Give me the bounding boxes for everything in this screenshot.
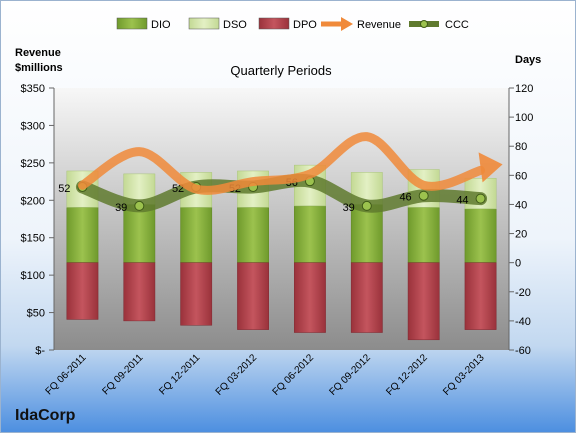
legend-label-revenue: Revenue xyxy=(357,19,401,31)
dio-bar xyxy=(294,205,326,263)
x-tick-label: FQ 09-2012 xyxy=(327,352,373,398)
right-tick-label: -60 xyxy=(515,345,531,357)
dpo-bar xyxy=(350,262,383,333)
left-axis-ticks: $- $50 $100 $150 $200 $250 $300 $350 xyxy=(21,83,55,357)
ccc-data-label: 39 xyxy=(115,202,127,214)
company-name: IdaCorp xyxy=(15,407,76,424)
left-tick-label: $250 xyxy=(21,158,45,170)
x-tick-label: FQ 06-2011 xyxy=(44,352,89,397)
x-tick-label: FQ 06-2012 xyxy=(271,352,317,398)
dpo-bar xyxy=(180,262,213,326)
legend-arrowhead-revenue xyxy=(341,17,353,31)
right-axis-title: Days xyxy=(515,54,541,66)
right-tick-label: 0 xyxy=(515,258,521,270)
right-tick-label: 120 xyxy=(515,83,533,95)
dio-bar xyxy=(464,208,497,263)
left-tick-label: $- xyxy=(35,345,45,357)
legend-label-dso: DSO xyxy=(223,19,247,31)
legend-marker-ccc xyxy=(420,20,428,28)
dpo-bar xyxy=(66,262,99,320)
legend-swatch-dpo xyxy=(258,17,290,30)
ccc-point xyxy=(361,200,372,211)
ccc-point xyxy=(418,190,429,201)
left-tick-label: $150 xyxy=(21,233,45,245)
dpo-bar xyxy=(464,262,497,330)
right-axis-ticks: -60 -40 -20 0 20 40 60 80 100 120 xyxy=(508,83,533,357)
dio-bar xyxy=(350,204,383,263)
x-tick-label: FQ 03-2013 xyxy=(441,352,487,398)
legend-swatch-dso xyxy=(188,17,220,30)
right-tick-label: 80 xyxy=(515,141,527,153)
legend-label-ccc: CCC xyxy=(445,19,469,31)
dio-bar xyxy=(123,204,156,263)
dio-bar xyxy=(407,207,440,263)
ccc-data-label: 44 xyxy=(456,195,468,207)
ccc-data-label: 39 xyxy=(343,202,355,214)
x-tick-label: FQ 09-2011 xyxy=(100,352,145,397)
legend-swatch-dio xyxy=(116,17,148,30)
x-axis-ticks: FQ 06-2011 FQ 09-2011 FQ 12-2011 FQ 03-2012… xyxy=(44,352,487,398)
right-tick-label: 40 xyxy=(515,199,527,211)
chart-title: Quarterly Periods xyxy=(230,63,332,78)
legend: DIO DSO DPO Revenue CCC xyxy=(116,17,469,31)
ccc-point xyxy=(134,200,145,211)
dio-bar xyxy=(237,207,269,263)
left-axis-title-line2: $millions xyxy=(15,62,63,74)
revenue-line xyxy=(77,132,486,195)
legend-label-dpo: DPO xyxy=(293,19,317,31)
dio-bar xyxy=(180,207,213,263)
ccc-point xyxy=(475,193,486,204)
left-tick-label: $350 xyxy=(21,83,45,95)
ccc-data-label: 52 xyxy=(58,183,70,195)
x-tick-label: FQ 12-2011 xyxy=(157,352,202,397)
dpo-bar xyxy=(237,262,269,330)
dpo-bar xyxy=(407,262,440,341)
dio-bar xyxy=(66,207,99,263)
left-axis-title-line1: Revenue xyxy=(15,47,61,59)
revenue-arrowhead xyxy=(478,152,503,183)
left-tick-label: $50 xyxy=(27,308,45,320)
ccc-data-label: 46 xyxy=(399,192,411,204)
right-tick-label: 100 xyxy=(515,112,533,124)
right-tick-label: -20 xyxy=(515,287,531,299)
right-tick-label: -40 xyxy=(515,316,531,328)
right-tick-label: 20 xyxy=(515,229,527,241)
left-tick-label: $200 xyxy=(21,195,45,207)
dpo-bar xyxy=(123,262,156,322)
dpo-bar xyxy=(294,262,326,333)
x-tick-label: FQ 03-2012 xyxy=(214,352,260,398)
left-tick-label: $300 xyxy=(21,120,45,132)
legend-label-dio: DIO xyxy=(151,19,171,31)
left-tick-label: $100 xyxy=(21,270,45,282)
right-tick-label: 60 xyxy=(515,170,527,182)
plot-area xyxy=(54,88,509,350)
x-tick-label: FQ 12-2012 xyxy=(384,352,430,398)
